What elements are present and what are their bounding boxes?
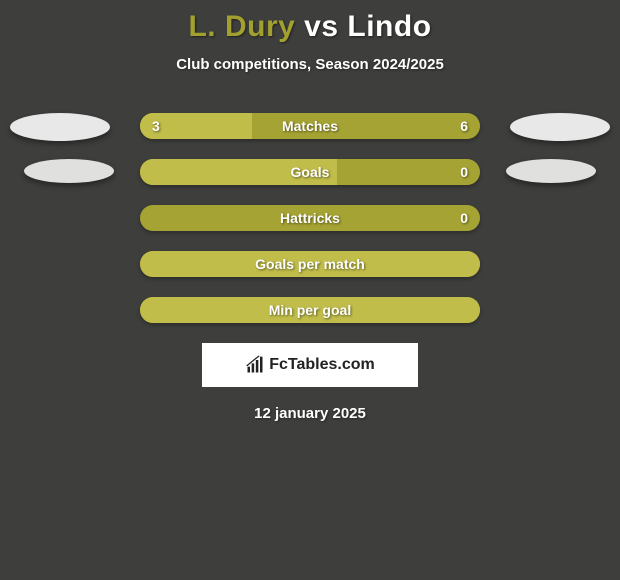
stat-row: 0Hattricks [140, 205, 480, 231]
comparison-container: 36Matches 0Goals 0Hattricks Goals per match… [0, 113, 620, 323]
player2-name: Lindo [347, 10, 431, 43]
date-text: 12 january 2025 [0, 405, 620, 422]
brand-text: FcTables.com [269, 356, 375, 374]
stat-label: Min per goal [140, 297, 480, 323]
brand-box: FcTables.com [202, 343, 418, 387]
stat-label: Goals per match [140, 251, 480, 277]
player1-avatar-bottom [24, 159, 114, 183]
stat-label: Goals [140, 159, 480, 185]
stat-row: Goals per match [140, 251, 480, 277]
player1-avatar-top [10, 113, 110, 141]
comparison-title: L. Dury vs Lindo [0, 0, 620, 44]
stat-label: Matches [140, 113, 480, 139]
player2-avatar-top [510, 113, 610, 141]
stat-rows: 36Matches 0Goals 0Hattricks Goals per match… [140, 113, 480, 323]
vs-text: vs [304, 10, 338, 43]
chart-icon [245, 355, 265, 375]
player1-name: L. Dury [188, 10, 295, 43]
stat-label: Hattricks [140, 205, 480, 231]
stat-row: 0Goals [140, 159, 480, 185]
player2-avatar-bottom [506, 159, 596, 183]
stat-row: 36Matches [140, 113, 480, 139]
subtitle: Club competitions, Season 2024/2025 [0, 56, 620, 73]
stat-row: Min per goal [140, 297, 480, 323]
